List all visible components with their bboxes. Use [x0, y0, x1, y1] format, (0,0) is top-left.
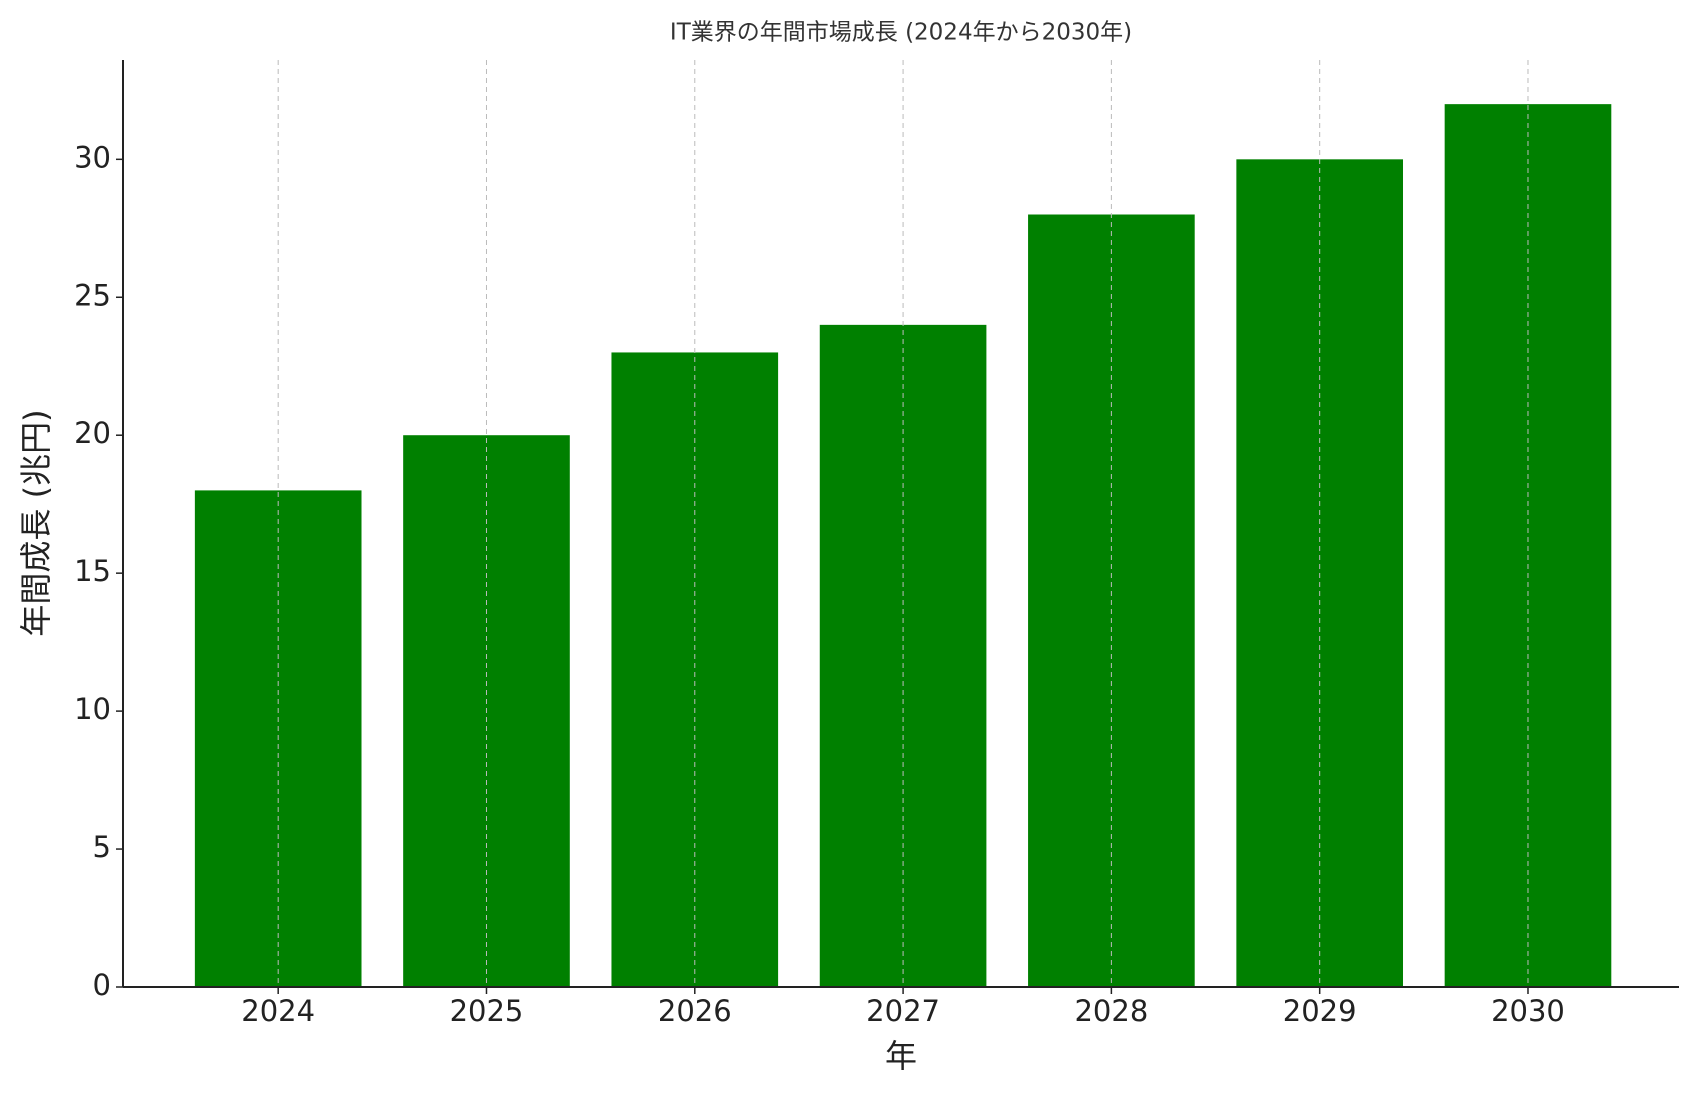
y-tick-label: 30: [74, 140, 111, 174]
y-tick-label: 5: [93, 830, 111, 864]
x-tick-label: 2029: [1283, 994, 1357, 1028]
chart-title: IT業界の年間市場成長 (2024年から2030年): [670, 20, 1132, 46]
x-tick-label: 2026: [658, 994, 732, 1028]
x-tick-label: 2028: [1074, 994, 1148, 1028]
y-tick-label: 15: [74, 554, 111, 588]
y-tick-label: 25: [74, 278, 111, 312]
x-tick-label: 2027: [866, 994, 940, 1028]
y-tick-label: 0: [93, 968, 111, 1002]
x-tick-label: 2025: [450, 994, 524, 1028]
y-axis-label: 年間成長 (兆円): [17, 409, 55, 636]
y-tick-label: 20: [74, 416, 111, 450]
x-tick-label: 2024: [241, 994, 315, 1028]
x-axis-label: 年: [885, 1037, 917, 1075]
x-tick-label: 2030: [1491, 994, 1565, 1028]
y-tick-label: 10: [74, 692, 111, 726]
